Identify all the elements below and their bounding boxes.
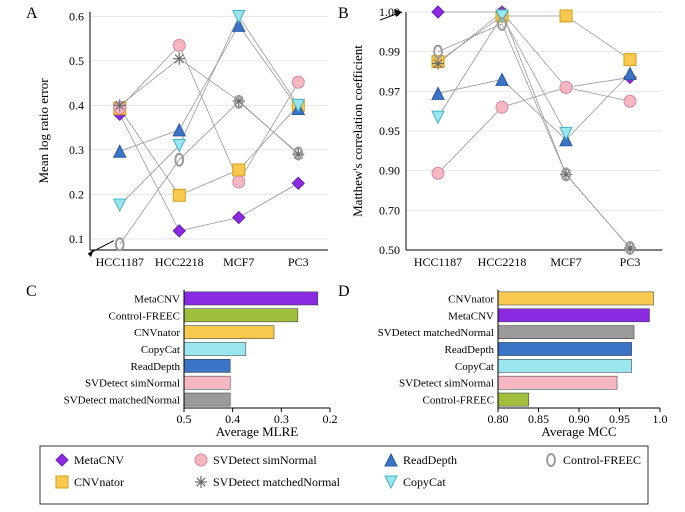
panel-a-label: A [26,5,38,22]
panel-c-xtick: 0.2 [323,412,338,426]
panel-a-xtick: HCC1187 [96,255,144,269]
panel-a-ylabel: Mean log ratio error [36,78,51,184]
panel-d-bar-label: SVDetect simNormal [399,378,494,390]
panel-c-xtick: 0.5 [177,412,192,426]
panel-a-xtick: PC3 [288,255,309,269]
panel-d-xtick: 0.80 [488,412,509,426]
panel-d-bar-label: Control-FREEC [422,395,494,407]
panel-b-xtick: PC3 [620,255,641,269]
panel-c-bar [184,292,318,305]
panel-c-bar [184,342,246,355]
panel-a-ytick: 0.5 [69,54,84,68]
panel-b-xtick: HCC1187 [414,255,462,269]
panel-b-ytick: 0.97 [379,84,400,98]
panel-c-bar-label: CopyCat [141,344,180,356]
panel-d-xlabel: Average MCC [541,424,616,439]
panel-d-label: D [338,283,350,300]
panel-d-bar-label: ReadDepth [445,344,495,356]
panel-c-bar-label: MetaCNV [134,293,180,305]
panel-c-bar [184,393,230,406]
panel-b-label: B [338,5,349,22]
panel-d-bar [498,342,632,355]
panel-d-bar-label: MetaCNV [448,310,494,322]
panel-b-xtick: MCF7 [550,255,581,269]
panel-c-bar [184,359,230,372]
panel-c-bar [184,326,274,339]
panel-c-bar [184,376,230,389]
panel-d-bar-label: CNVnator [448,293,494,305]
panel-d-bar [498,359,632,372]
legend-item-label: MetaCNV [74,453,124,467]
panel-a-xtick: MCF7 [223,255,254,269]
legend-item-label: SVDetect simNormal [213,453,317,467]
panel-b-ytick: 0.70 [379,203,400,217]
panel-d-bar-label: SVDetect matchedNormal [378,327,494,339]
panel-c-bar [184,309,298,322]
panel-c-bar-label: SVDetect simNormal [85,378,180,390]
panel-d-bar [498,292,654,305]
panel-c-bar-label: ReadDepth [131,361,181,373]
legend-box [40,446,648,504]
panel-d-bar [498,393,529,406]
legend-item-label: Control-FREEC [563,453,641,467]
panel-d-bar-label: CopyCat [455,361,494,373]
panel-c-xlabel: Average MLRE [216,424,298,439]
legend-item-label: ReadDepth [403,453,457,467]
panel-c-bar-label: Control-FREEC [108,310,180,322]
panel-d-bar [498,309,649,322]
panel-b-ytick: 0.95 [379,124,400,138]
panel-a-xtick: HCC2218 [155,255,204,269]
panel-c-bar-label: SVDetect matchedNormal [64,395,180,407]
panel-a-ytick: 0.3 [69,143,84,157]
panel-b-xtick: HCC2218 [478,255,527,269]
panel-b-ytick: 0.90 [379,164,400,178]
panel-d-bar [498,326,634,339]
panel-c-bar-label: CNVnator [134,327,180,339]
panel-b-ylabel: Matthew's correlation coefficient [350,45,365,217]
panel-d-xtick: 1.0 [653,412,668,426]
panel-a-ytick: 0.1 [69,232,84,246]
panel-d-bar [498,376,617,389]
panel-b-ytick: 0.50 [379,243,400,257]
panel-a-ytick: 0.2 [69,187,84,201]
panel-a-ytick: 0.6 [69,9,84,23]
legend-item-label: CNVnator [74,475,124,489]
legend-item-label: CopyCat [403,475,446,489]
panel-c-label: C [26,283,37,300]
legend-item-label: SVDetect matchedNormal [213,475,341,489]
panel-a-ytick: 0.4 [69,98,84,112]
panel-b-ytick: 0.99 [379,45,400,59]
